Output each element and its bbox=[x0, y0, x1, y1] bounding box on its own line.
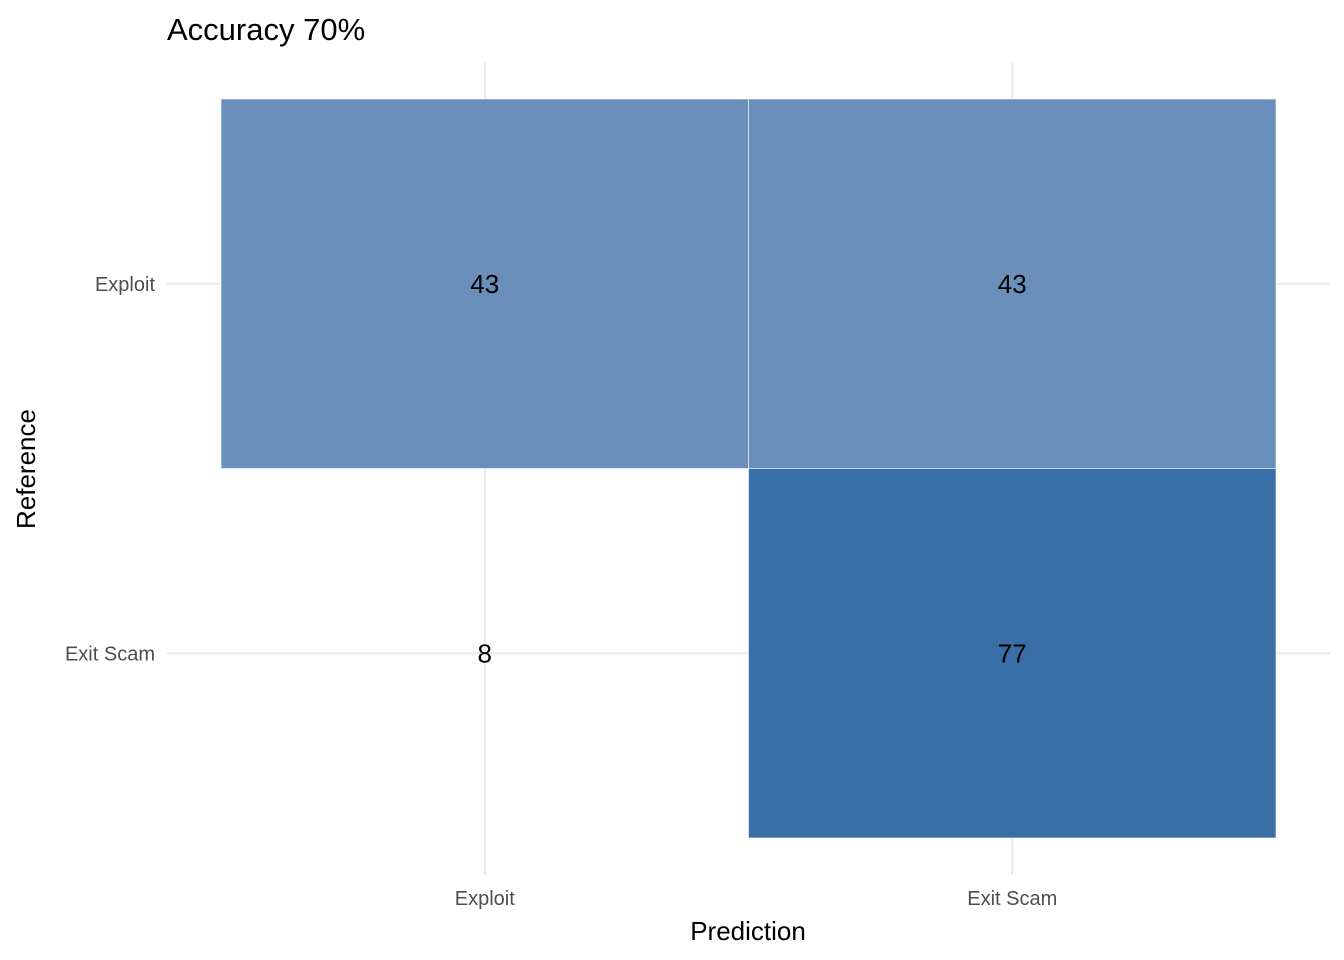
chart-title: Accuracy 70% bbox=[167, 12, 365, 47]
x-tick-label-exit-scam: Exit Scam bbox=[967, 888, 1057, 910]
y-axis-title: Reference bbox=[11, 409, 41, 529]
tile-exit-scam-exit-scam bbox=[748, 468, 1277, 839]
cell-label-exploit-exploit: 43 bbox=[470, 269, 499, 299]
heatmap-tiles bbox=[220, 98, 1277, 839]
x-axis-tick-labels: Exploit Exit Scam bbox=[455, 888, 1058, 910]
y-axis-tick-labels: Exploit Exit Scam bbox=[65, 274, 155, 666]
x-axis-title: Prediction bbox=[690, 916, 806, 946]
cell-labels: 43 43 8 77 bbox=[470, 269, 1026, 669]
tile-exploit-exploit bbox=[220, 98, 749, 469]
x-tick-label-exploit: Exploit bbox=[455, 888, 515, 910]
cell-label-exit-scam-exploit: 8 bbox=[478, 638, 492, 668]
y-tick-label-exploit: Exploit bbox=[95, 274, 155, 296]
y-tick-label-exit-scam: Exit Scam bbox=[65, 643, 155, 665]
cell-label-exploit-exit-scam: 43 bbox=[998, 269, 1027, 299]
cell-label-exit-scam-exit-scam: 77 bbox=[998, 638, 1027, 668]
